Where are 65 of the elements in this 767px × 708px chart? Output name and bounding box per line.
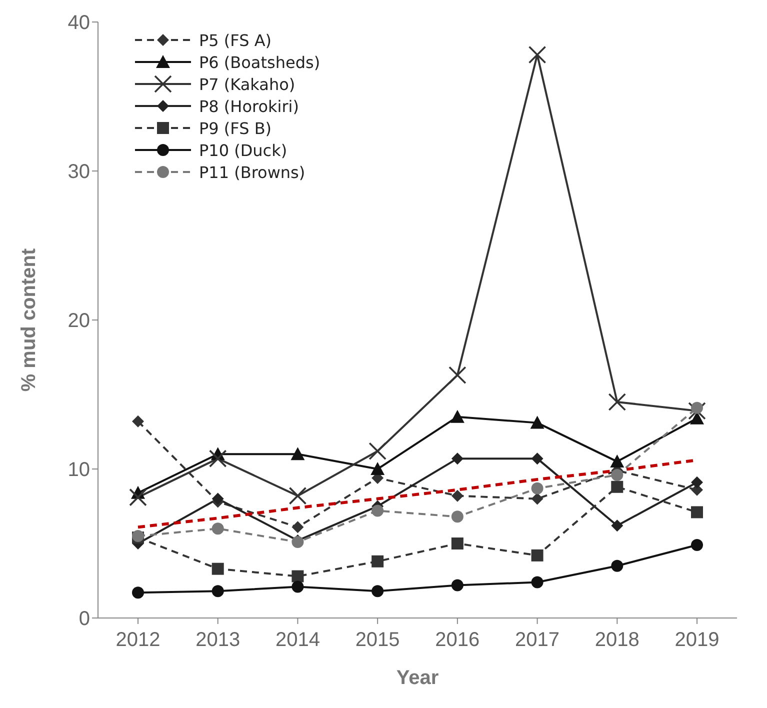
point xyxy=(212,585,224,598)
point xyxy=(372,504,384,517)
y-tick-label: 20 xyxy=(68,310,90,332)
point xyxy=(528,46,546,64)
point xyxy=(288,486,307,505)
x-tick-label: 2014 xyxy=(275,629,320,652)
point xyxy=(372,555,384,568)
point xyxy=(531,576,544,588)
point xyxy=(451,510,464,523)
x-tick-label: 2013 xyxy=(196,629,240,652)
point xyxy=(451,579,464,592)
point xyxy=(292,570,304,582)
x-tick-label: 2015 xyxy=(355,629,400,652)
point xyxy=(530,416,544,429)
point xyxy=(611,468,624,481)
point xyxy=(611,520,624,532)
point xyxy=(292,521,304,534)
legend-label: P11 (Browns) xyxy=(199,162,306,182)
point xyxy=(292,580,304,593)
x-axis-title: Year xyxy=(396,667,439,689)
point xyxy=(691,402,703,414)
legend-label: P10 (Duck) xyxy=(199,140,288,160)
point xyxy=(451,538,464,550)
x-tick-label: 2019 xyxy=(674,629,720,652)
legend-label: P6 (Boatsheds) xyxy=(199,52,320,72)
point xyxy=(208,450,227,468)
point xyxy=(531,492,544,505)
legend-label: P7 (Kakaho) xyxy=(199,74,296,94)
point xyxy=(691,476,703,488)
x-tick-label: 2016 xyxy=(435,629,480,652)
point xyxy=(132,586,144,599)
y-tick-label: 40 xyxy=(68,12,90,34)
point xyxy=(368,442,386,460)
point xyxy=(611,560,624,572)
point xyxy=(451,490,464,502)
x-tick-label: 2017 xyxy=(515,629,560,652)
point xyxy=(608,393,626,411)
legend-label: P5 (FS A) xyxy=(199,30,272,50)
point xyxy=(290,447,305,460)
y-tick-label: 30 xyxy=(68,161,90,184)
y-tick-label: 10 xyxy=(68,459,90,482)
x-tick-label: 2012 xyxy=(116,629,160,652)
point xyxy=(531,482,544,494)
point xyxy=(531,452,544,465)
legend-label: P9 (FS B) xyxy=(199,118,272,138)
y-axis-title: % mud content xyxy=(18,248,40,392)
point xyxy=(531,549,544,562)
point xyxy=(451,452,464,465)
point xyxy=(372,585,384,598)
point xyxy=(212,492,224,505)
point xyxy=(370,462,385,475)
point xyxy=(691,538,703,551)
point xyxy=(611,480,624,493)
y-tick-label: 0 xyxy=(78,608,90,630)
point xyxy=(610,454,624,468)
point xyxy=(448,366,466,384)
point xyxy=(688,402,706,420)
legend-label: P8 (Horokiri) xyxy=(199,96,299,116)
point xyxy=(450,410,464,423)
point xyxy=(129,488,147,506)
point xyxy=(691,506,703,518)
x-tick-label: 2018 xyxy=(594,629,640,652)
point xyxy=(132,415,144,428)
point xyxy=(212,562,224,575)
point xyxy=(212,522,224,535)
